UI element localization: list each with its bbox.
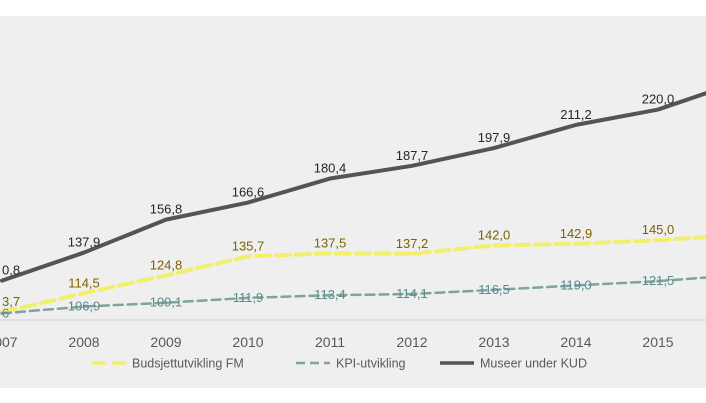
- series-point: [82, 250, 86, 255]
- data-label: 142,9: [560, 226, 593, 241]
- series-point: [328, 293, 332, 297]
- series-point: [0, 279, 4, 283]
- data-label: 137,5: [314, 235, 347, 250]
- line-chart: 2007200820092010201120122013201420152016…: [0, 91, 706, 371]
- legend-label: KPI-utvikling: [336, 357, 406, 371]
- data-label: 197,9: [478, 130, 511, 145]
- data-label: 137,2: [396, 236, 429, 251]
- series-point: [82, 291, 86, 295]
- x-tick-label: 2009: [150, 334, 181, 350]
- chart-panel: 2007200820092010201120122013201420152016…: [0, 16, 706, 388]
- x-tick-label: 2012: [396, 334, 427, 350]
- series-point: [164, 218, 168, 222]
- x-tick-label: 2011: [315, 334, 345, 350]
- x-tick-label: 2007: [0, 334, 18, 350]
- data-label: 180,4: [314, 161, 347, 176]
- data-label: 119,0: [560, 277, 592, 292]
- series-point: [246, 296, 250, 300]
- series-line-1: [0, 235, 706, 315]
- data-label: 142,0: [478, 227, 511, 242]
- series-point: [164, 301, 168, 305]
- series-point: [656, 279, 660, 283]
- data-label: 109,1: [150, 295, 183, 310]
- series-point: [410, 292, 414, 296]
- data-label: 106,9: [68, 299, 101, 314]
- data-label: 6: [2, 305, 9, 320]
- series-lines: [0, 91, 706, 315]
- data-labels: 3,7 114,5 124,8 135,7 137,5 137,2 142,0 142,9 14…: [2, 92, 675, 321]
- series-point: [410, 252, 414, 256]
- data-label: 124,8: [150, 257, 183, 272]
- x-tick-label: 2010: [232, 334, 263, 350]
- data-label: 211,2: [560, 107, 592, 122]
- x-tick-label: 2008: [68, 334, 99, 350]
- x-axis: 2007200820092010201120122013201420152016: [0, 319, 706, 350]
- series-point: [656, 107, 660, 112]
- data-label: 3,7: [2, 294, 20, 309]
- series-point: [656, 238, 660, 242]
- data-label: 135,7: [232, 238, 265, 253]
- data-label: 187,7: [396, 148, 429, 163]
- series-point: [246, 200, 250, 205]
- series-point: [164, 273, 168, 277]
- x-tick-label: 2014: [560, 334, 591, 350]
- series-point: [328, 176, 332, 181]
- data-label: 137,9: [68, 235, 101, 250]
- legend: Budsjettutvikling FM KPI-utvikling Museer …: [92, 357, 587, 371]
- data-label: 145,0: [642, 222, 675, 237]
- data-label: 220,0: [642, 92, 675, 107]
- data-label: 111,9: [233, 290, 264, 305]
- x-tick-label: 2013: [478, 334, 509, 350]
- series-point: [492, 288, 496, 292]
- data-label: 0,8: [2, 263, 20, 278]
- series-point: [246, 254, 250, 258]
- data-label: 113,4: [314, 287, 346, 302]
- data-label: 166,6: [232, 185, 265, 200]
- data-label: 114,1: [396, 286, 428, 301]
- data-label: 114,5: [68, 275, 100, 290]
- series-point: [574, 123, 578, 127]
- series-point: [492, 146, 496, 150]
- series-point: [328, 251, 332, 255]
- data-label: 121,5: [642, 273, 675, 288]
- x-tick-label: 2015: [642, 334, 673, 350]
- data-label: 116,5: [478, 282, 510, 297]
- series-line-2: [0, 276, 706, 315]
- series-point: [574, 283, 578, 288]
- data-label: 156,8: [150, 202, 183, 217]
- series-point: [410, 164, 414, 168]
- series-point: [492, 243, 496, 248]
- legend-label: Budsjettutvikling FM: [132, 357, 244, 371]
- series-point: [574, 242, 578, 246]
- series-point: [0, 311, 4, 315]
- series-point: [82, 304, 86, 309]
- legend-label: Museer under KUD: [480, 357, 587, 371]
- series-line-3: [0, 91, 706, 283]
